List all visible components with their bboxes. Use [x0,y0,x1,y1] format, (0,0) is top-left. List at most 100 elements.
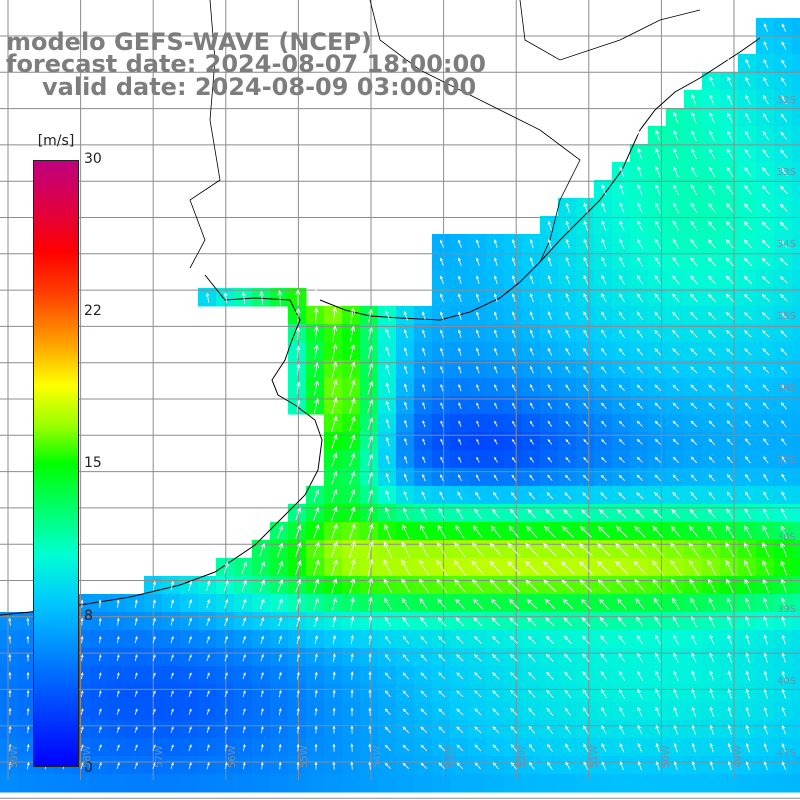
wind-arrow [296,707,300,716]
wind-arrow [402,690,409,698]
wind-arrow [707,559,717,576]
wind-arrow [422,456,426,464]
wind-arrow [619,220,625,231]
wind-cell [324,558,343,577]
wind-arrow [403,507,409,520]
wind-cell [540,270,559,289]
wind-arrow [278,725,282,734]
wind-cell [288,342,307,361]
wind-arrow [494,329,498,338]
wind-arrow [745,58,751,69]
wind-cell [252,630,271,649]
wind-arrow [420,690,428,698]
wind-cell [54,774,73,793]
wind-arrow [745,94,751,105]
wind-cell [252,288,271,307]
wind-arrow [726,184,734,195]
wind-arrow [672,402,680,410]
wind-arrow [547,293,552,303]
wind-arrow [368,653,372,663]
wind-cell [504,252,523,271]
wind-arrow [618,420,625,427]
wind-cell [216,630,235,649]
wind-arrow [529,438,534,445]
wind-cell [774,594,793,613]
wind-cell [324,360,343,379]
wind-arrow [512,420,516,427]
wind-arrow [170,654,174,662]
wind-arrow [745,616,751,628]
wind-arrow [636,311,644,321]
wind-cell [342,684,361,703]
wind-cell [90,756,109,775]
wind-arrow [636,474,644,481]
wind-cell [90,666,109,685]
wind-arrow [707,508,716,519]
wind-arrow [529,761,535,770]
wind-cell [792,54,800,73]
wind-cell [756,720,775,739]
wind-arrow [762,131,770,141]
wind-arrow [438,726,446,734]
wind-arrow [278,616,283,627]
wind-arrow [561,526,574,538]
wind-cell [342,558,361,577]
wind-arrow [278,671,282,680]
colorbar-unit: [m/s] [37,133,75,149]
wind-arrow [170,726,174,733]
wind-arrow [259,579,265,592]
wind-arrow [313,597,319,610]
wind-arrow [277,542,284,557]
wind-arrow [726,148,734,159]
coastline [0,274,323,616]
wind-cell [126,648,145,667]
wind-arrow [384,653,391,662]
wind-cell [180,594,199,613]
wind-arrow [368,671,372,680]
wind-arrow [134,708,138,715]
wind-arrow [690,438,697,445]
wind-arrow [780,402,787,410]
wind-cell [162,666,181,685]
wind-cell [342,576,361,595]
wind-arrow [762,185,770,195]
wind-arrow [367,362,373,377]
wind-cell [342,450,361,469]
wind-arrow [367,344,373,359]
wind-arrow [545,617,555,627]
wind-cell [162,594,181,613]
wind-arrow [725,257,734,267]
wind-arrow [474,726,482,734]
wind-arrow [673,724,678,735]
wind-arrow [152,617,156,626]
wind-cell [450,396,469,415]
wind-cell [306,558,325,577]
wind-arrow [547,438,553,445]
wind-arrow [529,274,534,285]
wind-cell [126,756,145,775]
wind-cell [324,738,343,757]
wind-arrow [655,165,661,178]
wind-arrow [80,653,84,662]
wind-cell [648,720,667,739]
wind-arrow [637,688,643,699]
wind-arrow [493,239,498,249]
wind-arrow [116,672,120,679]
wind-arrow [726,578,734,593]
wind-arrow [420,635,428,644]
wind-arrow [546,689,554,698]
wind-arrow [565,456,571,463]
wind-cell [738,648,757,667]
wind-arrow [578,560,593,575]
wind-arrow [583,365,589,374]
wind-cell [486,234,505,253]
wind-arrow [440,311,444,320]
wind-arrow [455,617,464,627]
wind-arrow [707,578,717,593]
wind-arrow [564,671,572,681]
wind-arrow [384,672,391,680]
wind-arrow [672,348,680,356]
wind-cell [414,378,433,397]
wind-arrow [635,597,645,610]
wind-arrow [690,348,698,356]
